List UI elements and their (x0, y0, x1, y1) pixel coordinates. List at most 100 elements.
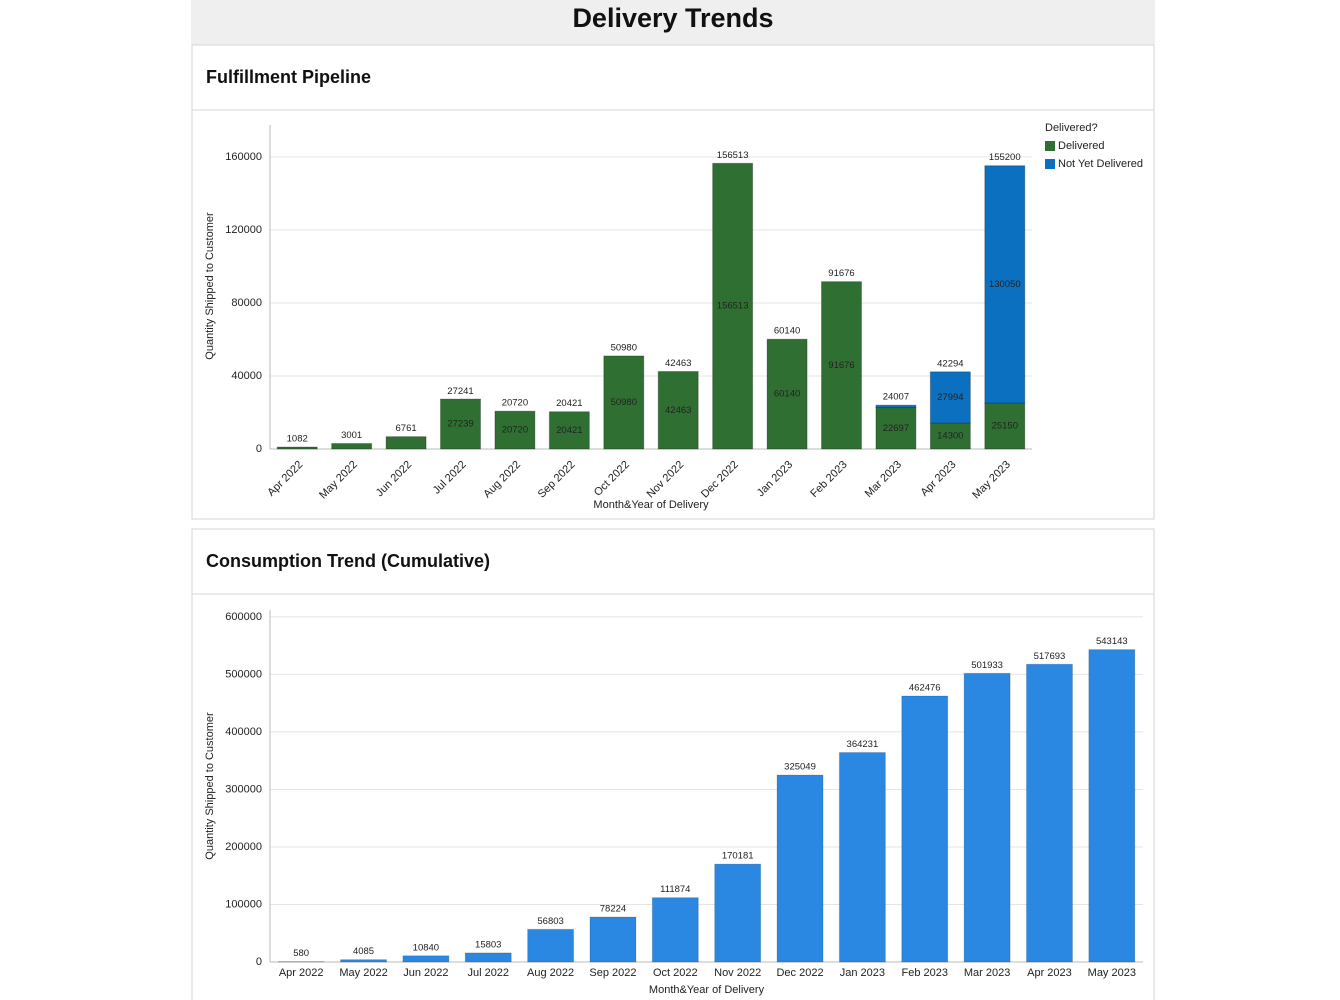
y-tick-label: 0 (256, 956, 262, 968)
total-label: 155200 (989, 152, 1021, 163)
value-label: 91676 (828, 360, 854, 371)
y-tick-label: 120000 (225, 224, 262, 236)
x-tick-label: Apr 2022 (279, 967, 324, 979)
x-tick-label: Jan 2023 (840, 967, 885, 979)
value-label: 130050 (989, 279, 1021, 290)
bar (1025, 663, 1073, 963)
title-bar (191, 0, 1155, 45)
bar-segment (440, 398, 481, 450)
total-label: 27241 (447, 386, 473, 397)
legend-title: Delivered? (1045, 122, 1098, 134)
value-label: 325049 (784, 762, 816, 773)
x-tick-label: Apr 2023 (1027, 967, 1072, 979)
bar (1088, 649, 1136, 963)
x-axis-label: Month&Year of Delivery (593, 499, 709, 511)
legend-swatch (1045, 159, 1055, 169)
y-tick-label: 400000 (225, 726, 262, 738)
bar-segment (712, 162, 754, 450)
value-label: 501933 (971, 660, 1003, 671)
bar (651, 897, 699, 963)
value-label: 517693 (1034, 651, 1066, 662)
bar-segment (821, 281, 862, 450)
value-label: 14300 (937, 430, 963, 441)
x-tick-label: Mar 2023 (964, 967, 1010, 979)
x-tick-label: Oct 2022 (653, 967, 698, 979)
bar (402, 955, 450, 963)
legend-swatch (1045, 141, 1055, 151)
bar (527, 928, 575, 963)
bar (714, 863, 762, 963)
x-tick-label: Dec 2022 (776, 967, 823, 979)
value-label: 20720 (502, 425, 528, 436)
value-label: 4085 (353, 946, 374, 957)
total-label: 20720 (502, 398, 528, 409)
total-label: 50980 (611, 342, 637, 353)
y-tick-label: 300000 (225, 783, 262, 795)
bar-segment (385, 436, 427, 450)
bar (589, 916, 637, 963)
x-tick-label: Jun 2022 (403, 967, 448, 979)
bar-segment (929, 371, 971, 424)
bar (340, 959, 388, 963)
x-tick-label: May 2023 (1088, 967, 1136, 979)
bar-segment (494, 410, 536, 450)
x-tick-label: Sep 2022 (589, 967, 636, 979)
bar (464, 952, 512, 963)
y-tick-label: 80000 (231, 297, 262, 309)
total-label: 3001 (341, 430, 362, 441)
x-tick-label: Jul 2022 (467, 967, 509, 979)
value-label: 60140 (774, 389, 800, 400)
legend-label: Not Yet Delivered (1058, 158, 1143, 170)
y-tick-label: 200000 (225, 841, 262, 853)
value-label: 20421 (556, 425, 582, 436)
y-axis-label: Quantity Shipped to Customer (204, 712, 216, 860)
total-label: 42294 (937, 358, 963, 369)
y-tick-label: 500000 (225, 668, 262, 680)
total-label: 1082 (287, 434, 308, 445)
y-tick-label: 0 (256, 443, 262, 455)
bar-segment (603, 355, 645, 450)
value-label: 15803 (475, 939, 501, 950)
panel-title: Consumption Trend (Cumulative) (206, 551, 490, 571)
total-label: 20421 (556, 398, 582, 409)
total-label: 24007 (883, 392, 909, 403)
page-title: Delivery Trends (572, 3, 773, 33)
y-tick-label: 600000 (225, 611, 262, 623)
bar-segment (875, 404, 917, 409)
value-label: 462476 (909, 683, 941, 694)
bar-segment (331, 443, 373, 450)
x-axis-label: Month&Year of Delivery (649, 984, 765, 996)
y-tick-label: 160000 (225, 151, 262, 163)
bar-segment (766, 338, 808, 450)
bar-segment (276, 446, 318, 450)
legend-label: Delivered (1058, 140, 1104, 152)
value-label: 50980 (611, 397, 637, 408)
bar (901, 695, 949, 963)
value-label: 111874 (660, 884, 690, 895)
x-tick-label: May 2022 (339, 967, 387, 979)
total-label: 91676 (828, 268, 854, 279)
x-tick-label: Nov 2022 (714, 967, 761, 979)
bar-segment (657, 370, 699, 450)
panel-title: Fulfillment Pipeline (206, 67, 371, 87)
x-tick-label: Aug 2022 (527, 967, 574, 979)
y-axis-label: Quantity Shipped to Customer (204, 212, 216, 360)
total-label: 156513 (717, 150, 749, 161)
bar-segment (548, 411, 590, 450)
value-label: 27239 (447, 419, 473, 430)
bar (963, 672, 1011, 963)
value-label: 543143 (1096, 636, 1128, 647)
total-label: 42463 (665, 358, 691, 369)
bar-segment (984, 165, 1026, 404)
value-label: 364231 (847, 739, 879, 750)
value-label: 56803 (537, 916, 563, 927)
total-label: 60140 (774, 326, 800, 337)
value-label: 170181 (722, 851, 754, 862)
value-label: 78224 (600, 904, 626, 915)
total-label: 6761 (396, 423, 417, 434)
value-label: 10840 (413, 942, 439, 953)
bar (776, 774, 824, 963)
value-label: 27994 (937, 392, 963, 403)
bar-segment (984, 402, 1026, 450)
